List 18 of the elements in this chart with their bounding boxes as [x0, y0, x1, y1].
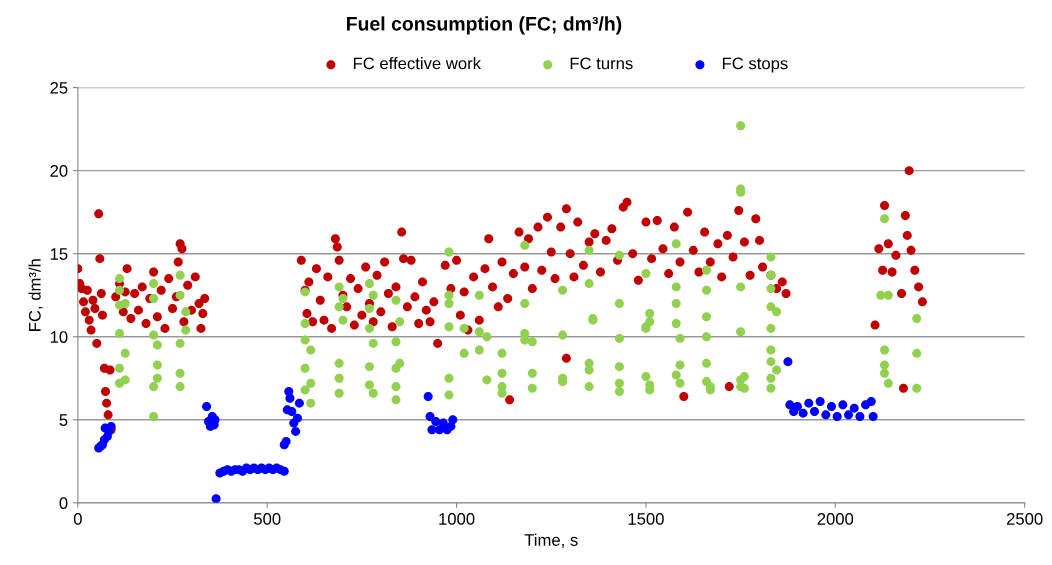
x-tick-label: 0 — [73, 513, 82, 525]
x-tick-label: 1000 — [439, 513, 475, 525]
legend-label: FC stops — [722, 57, 788, 73]
y-tick-label: 5 — [59, 414, 68, 426]
x-axis-title: Time, s — [524, 533, 578, 548]
x-tick-label: 500 — [253, 513, 281, 525]
y-tick-label: 15 — [50, 248, 68, 260]
y-tick-label: 0 — [59, 497, 68, 510]
x-tick-label: 2000 — [817, 513, 854, 525]
x-tick-label: 1500 — [628, 513, 664, 525]
x-tick-label: 2500 — [1006, 513, 1043, 525]
y-tick-label: 25 — [50, 81, 68, 94]
y-tick-label: 10 — [50, 331, 68, 343]
legend-label: FC turns — [570, 57, 633, 70]
chart-title: Fuel consumption (FC; dm³/h) — [346, 16, 622, 35]
y-axis-title: FC, dm³/h — [28, 259, 43, 331]
legend-label: FC effective work — [353, 57, 482, 70]
y-tick-label: 20 — [50, 165, 68, 177]
